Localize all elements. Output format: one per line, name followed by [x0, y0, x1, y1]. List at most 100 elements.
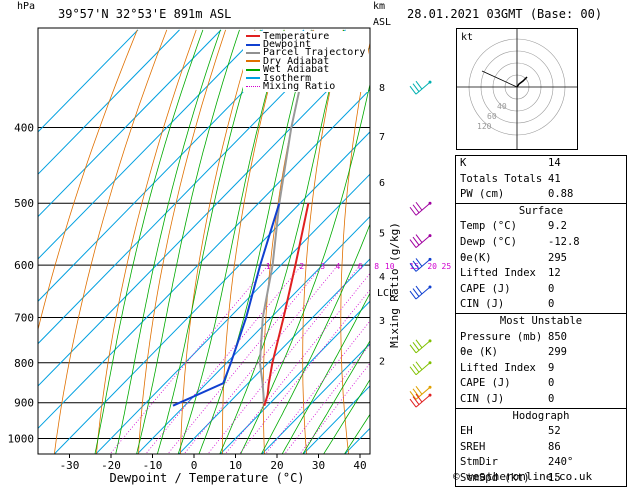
surface-section-title: Surface	[456, 202, 626, 220]
hodograph-section-title: Hodograph	[456, 407, 626, 425]
wind-barb	[409, 393, 432, 408]
surface-value: 0	[548, 282, 555, 295]
dry-adiabat-line	[340, 40, 370, 454]
mixing-ratio-label: 8	[374, 262, 379, 271]
wind-barb	[409, 361, 432, 376]
legend-swatch	[246, 35, 260, 38]
km-tick-label: 3	[379, 316, 385, 327]
pressure-tick-label: 800	[14, 357, 34, 370]
x-tick-label: 20	[270, 459, 283, 472]
x-tick-label: 10	[229, 459, 242, 472]
pressure-tick-label: 700	[14, 311, 34, 324]
mixing-ratio-label: 15	[409, 262, 419, 271]
legend-item: Parcel Trajectory	[246, 47, 366, 59]
legend-item: Mixing Ratio	[246, 82, 365, 92]
km-tick-label: 2	[379, 357, 385, 368]
hodograph-stat-value: 240°	[548, 456, 574, 469]
most-unstable-value: 0	[548, 392, 555, 405]
wet-adiabat-line	[219, 29, 345, 454]
legend-label: Temperature	[263, 30, 330, 42]
index-label: K	[460, 157, 467, 169]
isotherm-line	[38, 29, 180, 175]
surface-row: CAPE (J) 0	[456, 282, 626, 298]
isotherm-line	[178, 258, 370, 454]
mixing-ratio-line	[207, 264, 361, 454]
wet-adiabat-line	[115, 29, 221, 454]
chart-legend: Temperature Dewpoint Parcel Trajectory Dry …	[243, 30, 369, 92]
surface-label: Temp (°C)	[460, 220, 517, 233]
most-unstable-label: CIN (J)	[460, 392, 505, 405]
wet-adiabat-line	[198, 29, 312, 454]
km-tick-label: 4	[379, 272, 385, 283]
mixing-ratio-label: 10	[385, 262, 395, 271]
legend-item: Dewpoint	[246, 39, 365, 51]
x-tick-label: -10	[143, 459, 163, 472]
most-unstable-value: 9	[548, 361, 555, 374]
wet-adiabat-line	[240, 82, 370, 454]
mixing-ratio-line	[183, 264, 339, 454]
isotherm-line	[261, 342, 370, 454]
wet-adiabat-line	[281, 292, 370, 454]
km-tick-label: 7	[379, 132, 385, 143]
hpa-unit-label: hPa	[17, 1, 36, 12]
legend-label: Dewpoint	[263, 39, 312, 51]
wet-adiabat-line	[302, 339, 370, 454]
index-row: Totals Totals 41	[456, 172, 626, 188]
dry-adiabat-line	[180, 29, 256, 454]
dry-adiabat-line	[38, 29, 138, 332]
mixing-ratio-label: 25	[442, 262, 452, 271]
hodograph-stat-row: StmSpd (kt) 15	[456, 471, 626, 487]
hodograph-stat-label: EH	[460, 425, 473, 438]
datetime-title: 28.01.2021 03GMT (Base: 00)	[407, 7, 603, 21]
dry-adiabat-line	[302, 29, 344, 454]
most-unstable-row: Lifted Index 9	[456, 361, 626, 377]
legend-label: Parcel Trajectory	[263, 47, 366, 59]
legend-swatch	[246, 86, 260, 88]
wind-barb	[409, 285, 432, 300]
mixing-ratio-line	[167, 264, 323, 454]
surface-value: 0	[548, 298, 555, 311]
wet-adiabat-line	[177, 29, 285, 454]
wet-adiabat-line	[136, 29, 240, 454]
surface-value: 12	[548, 267, 561, 280]
wet-adiabat-line	[323, 378, 370, 454]
surface-label: Lifted Index	[460, 267, 536, 280]
isotherm-line	[95, 173, 370, 454]
most-unstable-row: CAPE (J) 0	[456, 376, 626, 392]
pressure-tick-label: 600	[14, 259, 34, 272]
isotherm-line	[38, 29, 346, 345]
x-tick-label: 30	[312, 459, 325, 472]
mixing-ratio-line	[299, 362, 370, 454]
hodograph-storm-vector	[481, 70, 518, 88]
legend-swatch	[246, 51, 260, 54]
most-unstable-section-title: Most Unstable	[456, 312, 626, 330]
index-value: 0.88	[548, 188, 574, 201]
wind-barb	[409, 201, 432, 216]
wet-adiabat-line	[94, 29, 204, 454]
isotherm-line	[38, 29, 222, 218]
x-tick-label: 0	[191, 459, 198, 472]
pressure-tick-label: 900	[14, 397, 34, 410]
mixing-ratio-label: 20	[427, 262, 437, 271]
x-tick-label: 40	[353, 459, 366, 472]
asl-unit-label: ASL	[373, 17, 392, 28]
x-tick-label: -30	[60, 459, 80, 472]
hodograph-stat-row: EH 52	[456, 424, 626, 440]
mixing-ratio-line	[238, 289, 370, 454]
surface-label: θe(K)	[460, 251, 492, 264]
legend-swatch	[246, 43, 260, 46]
legend-swatch	[246, 60, 260, 63]
surface-row: Dewp (°C) -12.8	[456, 235, 626, 251]
index-value: 14	[548, 157, 561, 169]
temperature-line	[263, 202, 310, 406]
km-tick-label: 8	[379, 83, 385, 94]
isotherm-line	[38, 88, 370, 430]
legend-label: Dry Adiabat	[263, 55, 330, 67]
most-unstable-label: Lifted Index	[460, 361, 536, 374]
index-label: Totals Totals	[460, 172, 543, 185]
hodograph-trace	[516, 76, 528, 88]
wet-adiabat-line	[260, 223, 370, 454]
copyright-footer: © weatheronline.co.uk	[453, 470, 593, 483]
